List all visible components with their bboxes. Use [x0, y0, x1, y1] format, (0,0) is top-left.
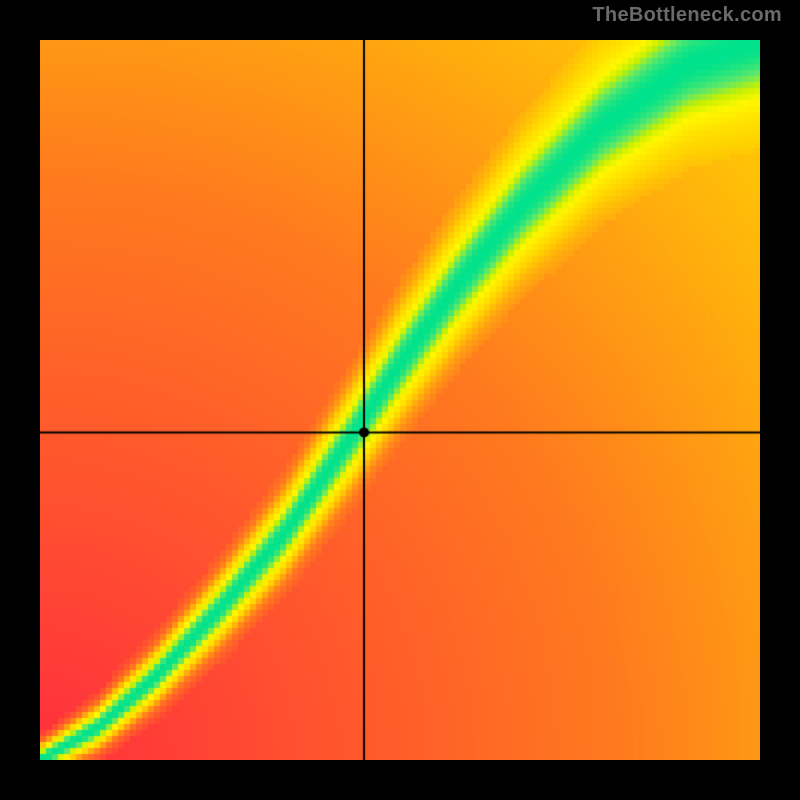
watermark-text: TheBottleneck.com: [592, 4, 782, 27]
heatmap-canvas: [40, 40, 760, 760]
chart-container: TheBottleneck.com: [0, 0, 800, 800]
